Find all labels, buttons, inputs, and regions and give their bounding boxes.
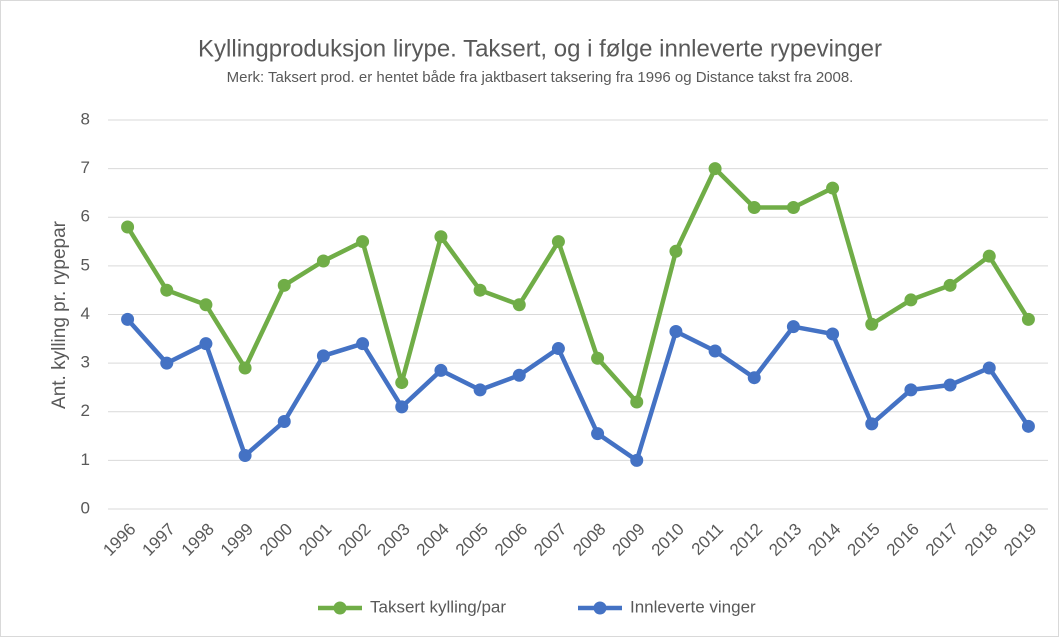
data-point <box>943 278 957 292</box>
data-point <box>434 363 448 377</box>
data-point <box>943 378 957 392</box>
data-point <box>747 371 761 385</box>
y-axis-label: Ant. kylling pr. rypepar <box>49 220 70 409</box>
data-point <box>865 417 879 431</box>
data-point <box>826 327 840 341</box>
data-point <box>395 376 409 390</box>
data-point <box>199 298 213 312</box>
data-point <box>316 254 330 268</box>
data-point <box>1021 419 1035 433</box>
data-point <box>121 220 135 234</box>
y-tick-label: 7 <box>81 158 90 177</box>
data-point <box>786 201 800 215</box>
data-point <box>160 356 174 370</box>
data-point <box>277 278 291 292</box>
data-point <box>630 395 644 409</box>
data-point <box>199 337 213 351</box>
data-point <box>238 361 252 375</box>
chart-title: Kyllingproduksjon lirype. Taksert, og i … <box>198 35 882 62</box>
data-point <box>865 317 879 331</box>
y-tick-label: 6 <box>81 207 90 226</box>
data-point <box>904 293 918 307</box>
data-point <box>356 235 370 249</box>
legend-label: Innleverte vinger <box>630 597 756 616</box>
y-tick-label: 5 <box>81 255 90 274</box>
data-point <box>512 298 526 312</box>
data-point <box>747 201 761 215</box>
data-point <box>826 181 840 195</box>
data-point <box>669 325 683 339</box>
y-tick-label: 0 <box>81 498 90 517</box>
data-point <box>591 351 605 365</box>
data-point <box>708 162 722 176</box>
data-point <box>473 383 487 397</box>
legend-marker <box>593 601 607 615</box>
data-point <box>395 400 409 414</box>
data-point <box>277 414 291 428</box>
series-line <box>125 317 1031 463</box>
data-point <box>982 249 996 263</box>
data-point <box>512 368 526 382</box>
chart-subtitle: Merk: Taksert prod. er hentet både fra j… <box>227 69 854 86</box>
data-point <box>708 344 722 358</box>
data-point <box>1021 312 1035 326</box>
y-tick-label: 2 <box>81 401 90 420</box>
data-point <box>630 453 644 467</box>
data-point <box>904 383 918 397</box>
data-point <box>669 244 683 258</box>
y-tick-label: 4 <box>81 304 90 323</box>
data-point <box>551 235 565 249</box>
legend-label: Taksert kylling/par <box>370 597 506 616</box>
series-line <box>125 166 1031 405</box>
data-point <box>356 337 370 351</box>
data-point <box>551 342 565 356</box>
y-tick-label: 1 <box>81 450 90 469</box>
data-point <box>473 283 487 297</box>
data-point <box>160 283 174 297</box>
y-tick-label: 8 <box>81 109 90 128</box>
data-point <box>982 361 996 375</box>
y-tick-label: 3 <box>81 353 90 372</box>
data-point <box>238 449 252 463</box>
data-point <box>121 312 135 326</box>
data-point <box>316 349 330 363</box>
data-point <box>434 230 448 244</box>
legend-marker <box>333 601 347 615</box>
data-point <box>786 320 800 334</box>
data-point <box>591 427 605 441</box>
